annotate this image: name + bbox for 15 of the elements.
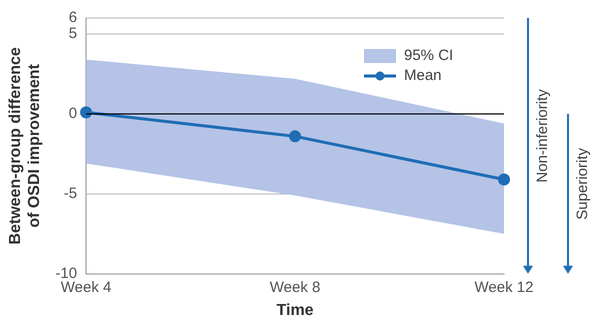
x-axis-title: Time [276, 302, 314, 319]
text: Non-inferiority [534, 88, 552, 183]
y-tick-label: 5 [68, 25, 78, 42]
x-tick-label: Week 12 [474, 278, 534, 296]
text: Superiority [574, 148, 592, 220]
y-tick-label: -5 [64, 185, 78, 202]
legend-label: Mean [404, 67, 442, 84]
point [498, 173, 510, 186]
point [80, 106, 92, 118]
y-tick-label: 6 [68, 9, 78, 26]
y-tick-label: 0 [68, 105, 78, 122]
x-tick-label: Week 8 [270, 278, 320, 296]
y-axis-title: Between-group difference of OSDI improvement [7, 47, 44, 245]
point [289, 130, 302, 142]
annotation: 95% CI [404, 47, 454, 64]
